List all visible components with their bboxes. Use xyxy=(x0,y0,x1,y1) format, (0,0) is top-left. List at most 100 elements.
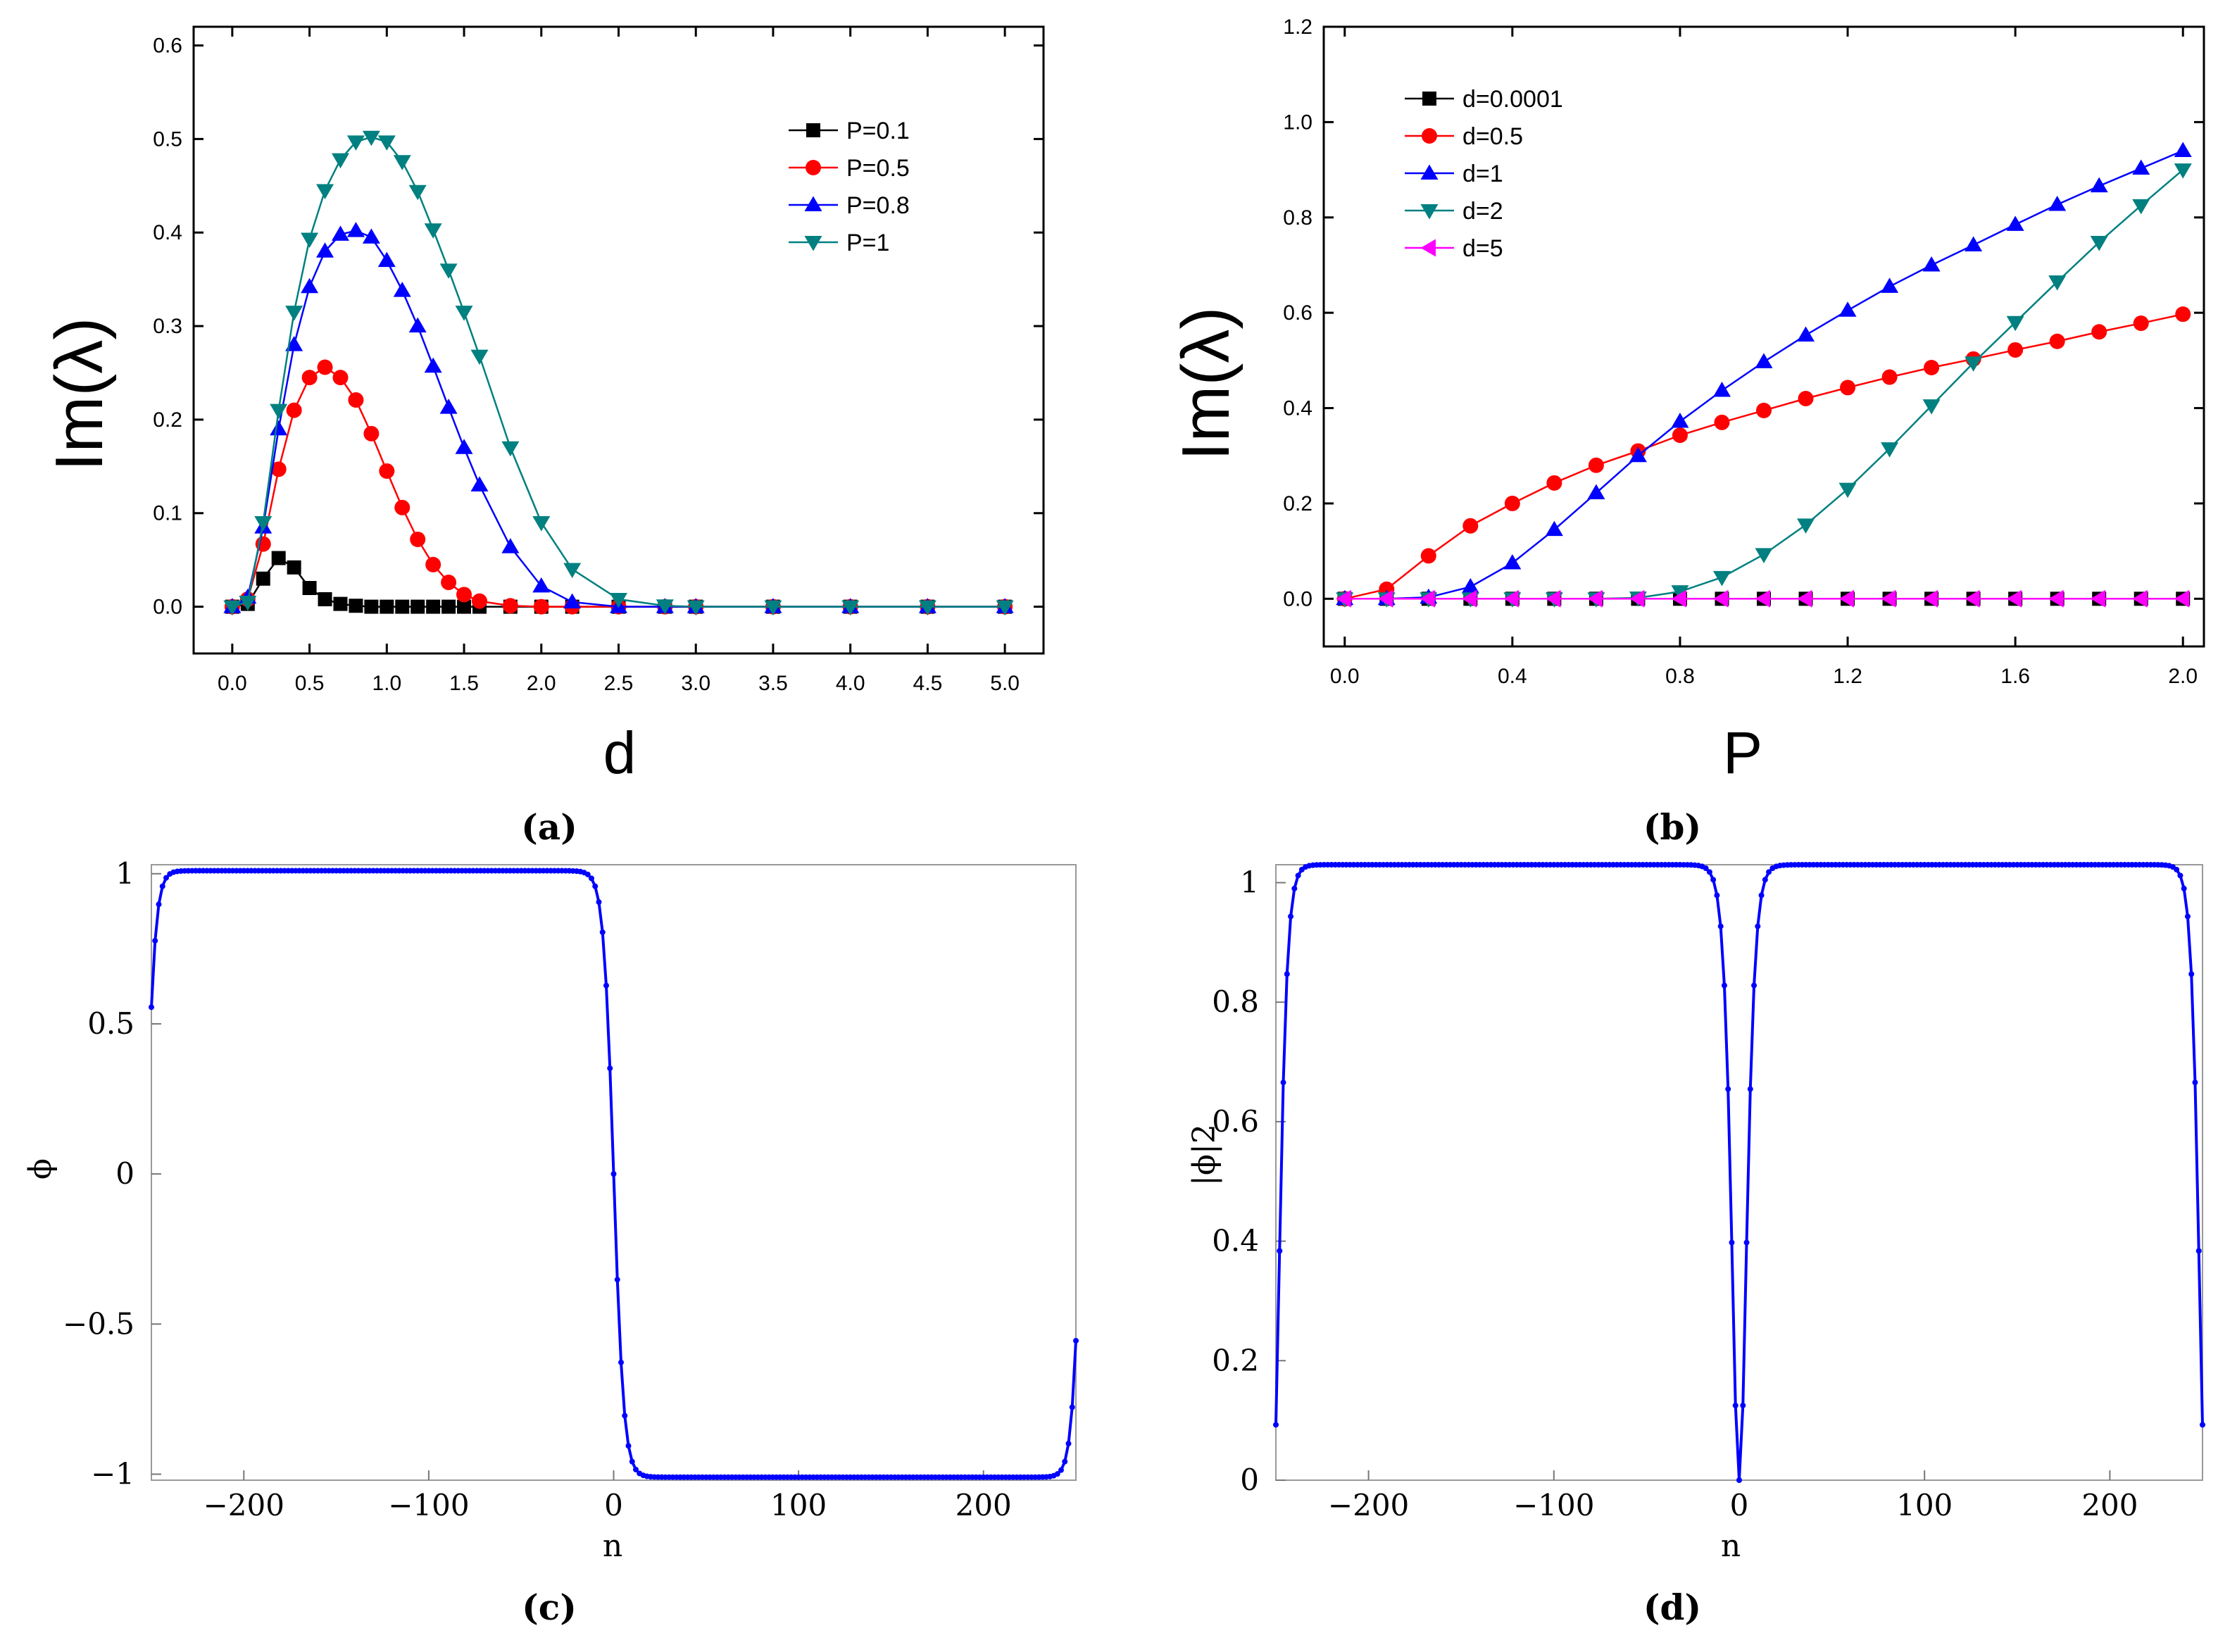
chart-b-data-point xyxy=(1336,589,1351,608)
chart-a-series-3 xyxy=(223,130,1014,616)
chart-c-data-point xyxy=(1073,1337,1079,1344)
chart-b-legend-marker xyxy=(1422,128,1437,144)
chart-a-data-point xyxy=(270,461,287,477)
chart-c-xtick-label: 0 xyxy=(604,1488,623,1522)
chart-b-data-point xyxy=(1712,381,1731,397)
chart-b-ylabel: Im(λ) xyxy=(1168,307,1243,461)
chart-b-xtick-label: 2.0 xyxy=(2168,665,2198,688)
chart-a-legend-marker xyxy=(804,236,822,251)
chart-b-ytick-label: 0.6 xyxy=(1283,301,1312,325)
chart-b-data-point xyxy=(1922,589,1938,608)
chart-d-data-point xyxy=(2174,866,2180,872)
chart-a-xtick-label: 0.5 xyxy=(295,672,325,695)
chart-a-ytick-label: 0.4 xyxy=(153,221,182,244)
chart-b-data-point xyxy=(1838,589,1855,608)
chart-c-data-point xyxy=(599,929,606,935)
chart-a-data-point xyxy=(470,476,489,492)
chart-b-data-point xyxy=(1922,399,1941,415)
chart-c-xtick-label: −200 xyxy=(203,1488,284,1522)
chart-b-legend-label: d=5 xyxy=(1462,235,1503,262)
chart-a-legend-label: P=0.5 xyxy=(846,155,910,182)
chart-c-xlabel: n xyxy=(603,1528,622,1564)
chart-a-data-point xyxy=(318,592,332,606)
chart-d-xtick-label: 0 xyxy=(1730,1488,1749,1522)
chart-d-data-point xyxy=(1273,1422,1279,1428)
chart-c-ytick-label: 1 xyxy=(115,856,134,891)
chart-a-data-point xyxy=(563,593,582,608)
chart-b-data-point xyxy=(1587,484,1605,500)
chart-b-data-point xyxy=(2132,199,2150,215)
chart-c-data-point xyxy=(159,883,165,889)
chart-a-legend-label: P=0.1 xyxy=(846,118,910,144)
chart-d-ytick-label: 0.8 xyxy=(1212,984,1259,1019)
chart-b-legend-marker xyxy=(1420,164,1439,180)
chart-a-series-line xyxy=(232,366,1005,608)
chart-d-data-point xyxy=(1717,923,1724,930)
chart-b-data-point xyxy=(1545,589,1561,608)
chart-d-data-point xyxy=(1710,877,1717,883)
chart-a-data-point xyxy=(394,499,411,515)
chart-a-series-line xyxy=(232,230,1005,608)
chart-a-data-point xyxy=(332,370,349,386)
chart-d-plot-area: −200 −100 0 100 200 0 0.2 0.4 0.6 0.8 1 xyxy=(1212,864,2203,1522)
chart-a-data-point xyxy=(348,392,364,408)
chart-b-ytick-label: 0.4 xyxy=(1283,397,1312,420)
chart-c-ytick-label: −0.5 xyxy=(63,1306,134,1341)
chart-a-data-point xyxy=(377,251,396,268)
chart-b-legend-marker xyxy=(1422,92,1436,106)
chart-d-data-point xyxy=(1721,982,1727,989)
chart-a-data-point xyxy=(441,575,457,591)
chart-d-ylabel: |ϕ|2 xyxy=(1186,1124,1222,1186)
chart-b-data-point xyxy=(1838,301,1857,317)
chart-d-data-point xyxy=(1740,1402,1746,1408)
chart-b-data-point xyxy=(1462,518,1479,534)
chart-a-ytick-label: 0.2 xyxy=(153,408,182,432)
chart-a-data-point xyxy=(533,599,549,615)
chart-d-xtick-label: −200 xyxy=(1328,1488,1409,1522)
chart-d-data-point xyxy=(1766,869,1772,875)
chart-a-data-point xyxy=(270,420,288,436)
chart-b-data-point xyxy=(1629,589,1645,608)
chart-b-data-point xyxy=(1714,414,1730,430)
chart-a-data-point xyxy=(563,563,582,578)
chart-b-data-point xyxy=(2132,589,2148,608)
chart-a-xtick-label: 1.5 xyxy=(449,672,479,695)
chart-a-data-point xyxy=(346,135,365,151)
chart-b-data-point xyxy=(1503,589,1519,608)
chart-b-data-point xyxy=(1756,402,1772,418)
chart-c-ylabel: ϕ xyxy=(23,1158,58,1179)
chart-a-data-point xyxy=(470,349,489,365)
chart-a-xlabel: d xyxy=(603,720,637,786)
chart-d-data-point xyxy=(1743,1239,1750,1246)
chart-b-data-point xyxy=(1797,326,1815,342)
chart-b-data-point xyxy=(1587,589,1603,608)
chart-a-series-1 xyxy=(224,359,1013,615)
chart-b-data-point xyxy=(1672,427,1688,444)
chart-a-data-point xyxy=(316,242,334,258)
chart-a-data-point xyxy=(395,599,410,614)
chart-a-data-point xyxy=(256,571,270,586)
chart-a-data-point xyxy=(764,600,782,616)
chart-a-data-point xyxy=(362,228,380,244)
chart-a-data-point xyxy=(363,425,380,442)
chart-c-series-layer xyxy=(149,868,1079,1480)
chart-d-ytick-label: 0.6 xyxy=(1212,1104,1259,1139)
chart-a-data-point xyxy=(410,531,426,547)
chart-a-data-point xyxy=(301,277,319,294)
chart-b-data-point xyxy=(2090,235,2108,251)
chart-d-data-point xyxy=(1725,1086,1731,1092)
chart-a-data-point xyxy=(393,282,411,297)
chart-b-ytick-label: 1.0 xyxy=(1283,111,1312,134)
chart-c-data-point xyxy=(622,1413,628,1419)
chart-a-series-2 xyxy=(223,222,1014,613)
chart-a-data-point xyxy=(346,222,365,237)
chart-a-xtick-label: 3.5 xyxy=(758,672,788,695)
chart-b-data-point xyxy=(2048,275,2067,291)
chart-c-data-point xyxy=(614,1277,620,1283)
chart-a-data-point xyxy=(270,403,288,420)
chart-b-data-point xyxy=(2006,589,2022,608)
chart-b-xtick-label: 0.4 xyxy=(1498,665,1527,688)
chart-b-data-point xyxy=(1629,446,1647,463)
chart-a-plot-area: 0.0 0.5 1.0 1.5 2.0 2.5 3.0 3.5 4.0 4.5 5.0 0.0 0.1 0… xyxy=(153,25,1045,695)
chart-b-legend-label: d=0.0001 xyxy=(1462,86,1563,113)
